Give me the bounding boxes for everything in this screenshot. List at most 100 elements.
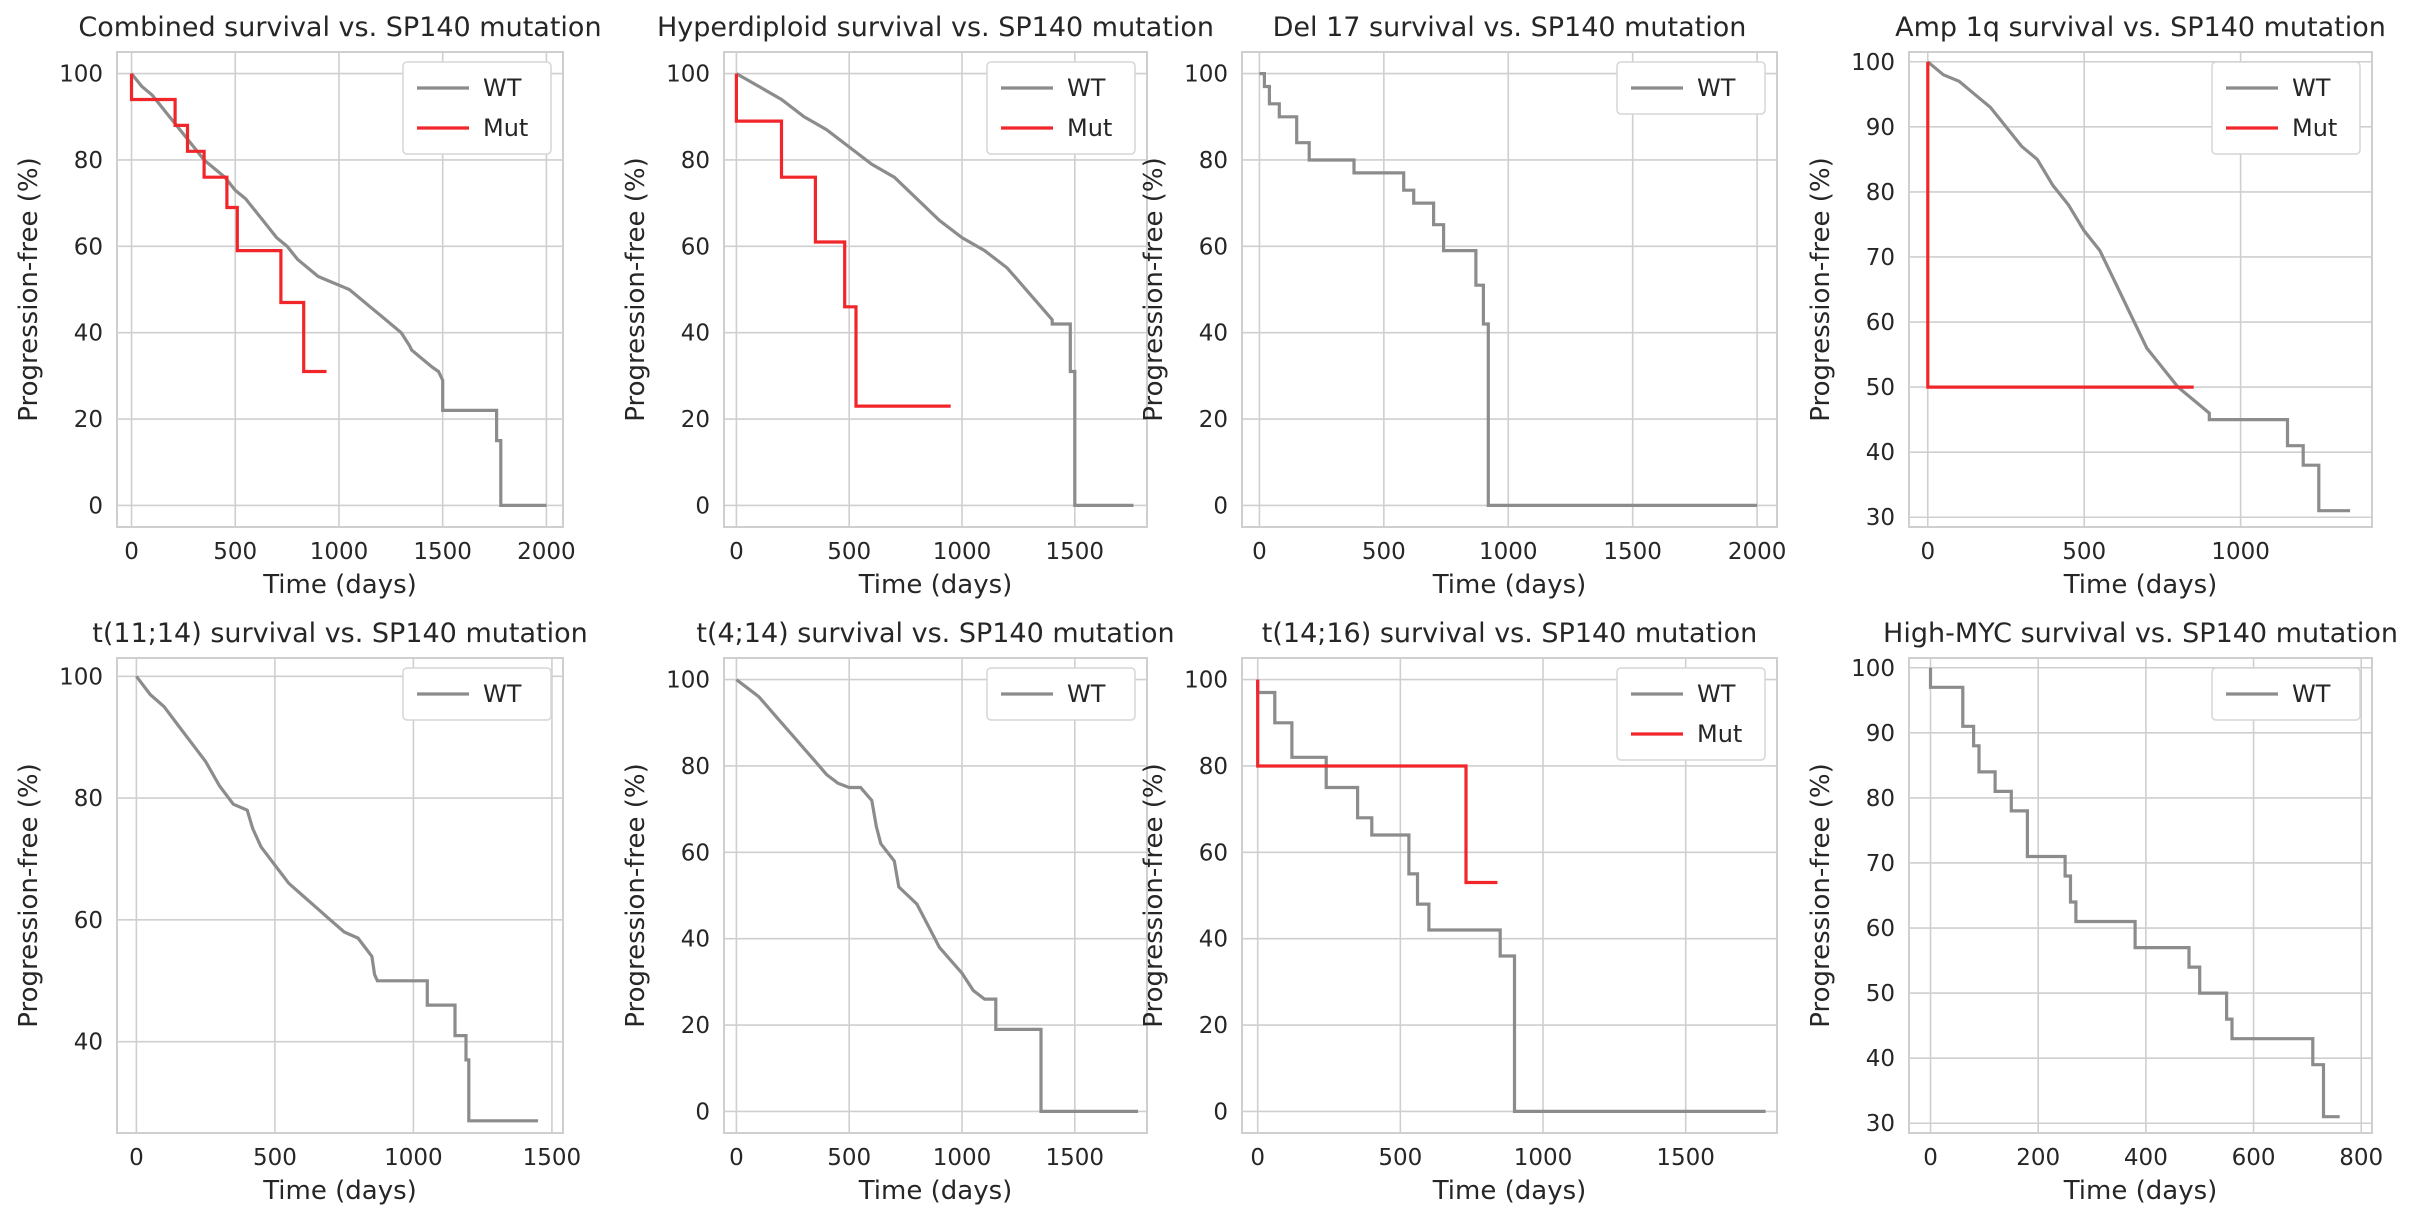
legend: WT Mut bbox=[2211, 61, 2361, 155]
y-tick-label: 80 bbox=[1199, 148, 1228, 174]
x-tick-label: 0 bbox=[1920, 539, 1935, 565]
x-tick-label: 1000 bbox=[2211, 539, 2270, 565]
x-tick-label: 500 bbox=[1378, 1145, 1422, 1171]
y-axis-label: Progression-free (%) bbox=[621, 157, 651, 421]
legend-label: WT bbox=[1067, 74, 1106, 102]
y-tick-label: 80 bbox=[74, 148, 103, 174]
series-line-mut bbox=[129, 73, 327, 374]
legend-label: WT bbox=[1697, 74, 1736, 102]
legend-box bbox=[402, 61, 552, 155]
plot-frame bbox=[723, 51, 1148, 528]
y-tick-label: 60 bbox=[1866, 310, 1895, 336]
y-tick-label: 80 bbox=[681, 148, 710, 174]
series-line-wt bbox=[735, 678, 1138, 1114]
y-tick-label: 40 bbox=[1199, 321, 1228, 347]
legend-box bbox=[1616, 667, 1766, 761]
plot-frame bbox=[1241, 657, 1778, 1134]
x-tick-label: 1500 bbox=[1046, 539, 1105, 565]
series-line-wt bbox=[1256, 679, 1766, 1114]
x-tick-label: 500 bbox=[253, 1145, 297, 1171]
y-tick-label: 20 bbox=[74, 407, 103, 433]
legend: WT bbox=[402, 667, 552, 721]
y-tick-label: 80 bbox=[1199, 754, 1228, 780]
x-tick-label: 500 bbox=[213, 539, 257, 565]
x-axis-label: Time (days) bbox=[2063, 570, 2218, 600]
y-axis-label: Progression-free (%) bbox=[1139, 763, 1169, 1027]
x-tick-label: 0 bbox=[729, 539, 744, 565]
chart-title: Del 17 survival vs. SP140 mutation bbox=[1273, 12, 1747, 43]
plot-frame bbox=[1908, 51, 2373, 528]
legend: WT Mut bbox=[986, 61, 1136, 155]
x-tick-label: 1500 bbox=[1046, 1145, 1105, 1171]
legend: WT bbox=[986, 667, 1136, 721]
series-line-mut bbox=[734, 73, 951, 408]
x-tick-label: 500 bbox=[1362, 539, 1406, 565]
legend: WT Mut bbox=[402, 61, 552, 155]
plot-frame bbox=[1908, 657, 2373, 1134]
x-tick-label: 1500 bbox=[1603, 539, 1662, 565]
y-tick-label: 40 bbox=[74, 321, 103, 347]
plot-frame bbox=[116, 51, 564, 528]
x-tick-label: 500 bbox=[827, 1145, 871, 1171]
x-tick-label: 200 bbox=[2016, 1145, 2060, 1171]
y-tick-label: 20 bbox=[681, 407, 710, 433]
y-tick-label: 40 bbox=[1866, 1046, 1895, 1072]
x-tick-label: 0 bbox=[729, 1145, 744, 1171]
y-tick-label: 30 bbox=[1866, 505, 1895, 531]
x-tick-label: 500 bbox=[2062, 539, 2106, 565]
x-tick-label: 1000 bbox=[310, 539, 369, 565]
y-tick-label: 20 bbox=[1199, 407, 1228, 433]
legend-box bbox=[402, 667, 552, 721]
y-axis-label: Progression-free (%) bbox=[621, 763, 651, 1027]
y-tick-label: 70 bbox=[1866, 851, 1895, 877]
legend-box bbox=[2211, 61, 2361, 155]
y-tick-label: 50 bbox=[1866, 375, 1895, 401]
y-tick-label: 20 bbox=[1199, 1013, 1228, 1039]
legend-label: WT bbox=[2292, 680, 2331, 708]
legend-label: WT bbox=[1067, 680, 1106, 708]
y-tick-label: 100 bbox=[666, 62, 710, 88]
y-tick-label: 100 bbox=[1184, 62, 1228, 88]
x-axis-label: Time (days) bbox=[262, 1176, 417, 1206]
x-tick-label: 1000 bbox=[1479, 539, 1538, 565]
chart-title: Hyperdiploid survival vs. SP140 mutation bbox=[657, 12, 1214, 43]
legend-label: WT bbox=[483, 74, 522, 102]
x-tick-label: 600 bbox=[2232, 1145, 2276, 1171]
x-tick-label: 0 bbox=[124, 539, 139, 565]
chart-panel-7: 0 500 1000 1500 0 20 40 60 80 100 WT Mut t(14;16) su… bbox=[1139, 618, 1778, 1206]
chart-title: t(4;14) survival vs. SP140 mutation bbox=[696, 618, 1174, 649]
y-tick-label: 20 bbox=[681, 1013, 710, 1039]
x-tick-label: 2000 bbox=[1728, 539, 1787, 565]
x-tick-label: 0 bbox=[1252, 539, 1267, 565]
legend: WT bbox=[2211, 667, 2361, 721]
x-tick-label: 1000 bbox=[933, 539, 992, 565]
x-tick-label: 1500 bbox=[1656, 1145, 1715, 1171]
series-line-wt bbox=[1926, 60, 2351, 513]
y-tick-label: 80 bbox=[1866, 180, 1895, 206]
y-axis-label: Progression-free (%) bbox=[1806, 763, 1836, 1027]
y-tick-label: 60 bbox=[74, 234, 103, 260]
y-tick-label: 100 bbox=[1851, 656, 1895, 682]
chart-title: t(14;16) survival vs. SP140 mutation bbox=[1262, 618, 1757, 649]
legend-box bbox=[986, 61, 1136, 155]
series-line-wt bbox=[735, 72, 1134, 507]
plot-frame bbox=[116, 657, 564, 1134]
chart-panel-5: 0 500 1000 1500 40 60 80 100 WT t(11;14) survival… bbox=[14, 618, 588, 1206]
chart-panel-4: 0 500 1000 30 40 50 60 70 80 90 100 WT Mut Amp 1q sur… bbox=[1806, 12, 2386, 600]
plot-frame bbox=[1241, 51, 1778, 528]
x-axis-label: Time (days) bbox=[1432, 570, 1587, 600]
x-tick-label: 1000 bbox=[1514, 1145, 1573, 1171]
x-axis-label: Time (days) bbox=[858, 570, 1013, 600]
y-tick-label: 0 bbox=[88, 493, 103, 519]
y-tick-label: 50 bbox=[1866, 981, 1895, 1007]
y-tick-label: 40 bbox=[1866, 440, 1895, 466]
y-tick-label: 60 bbox=[1866, 916, 1895, 942]
chart-title: Combined survival vs. SP140 mutation bbox=[78, 12, 601, 43]
y-tick-label: 0 bbox=[695, 1099, 710, 1125]
x-axis-label: Time (days) bbox=[1432, 1176, 1587, 1206]
y-tick-label: 40 bbox=[681, 321, 710, 347]
y-axis-label: Progression-free (%) bbox=[1139, 157, 1169, 421]
legend-label: WT bbox=[2292, 74, 2331, 102]
legend-box bbox=[986, 667, 1136, 721]
